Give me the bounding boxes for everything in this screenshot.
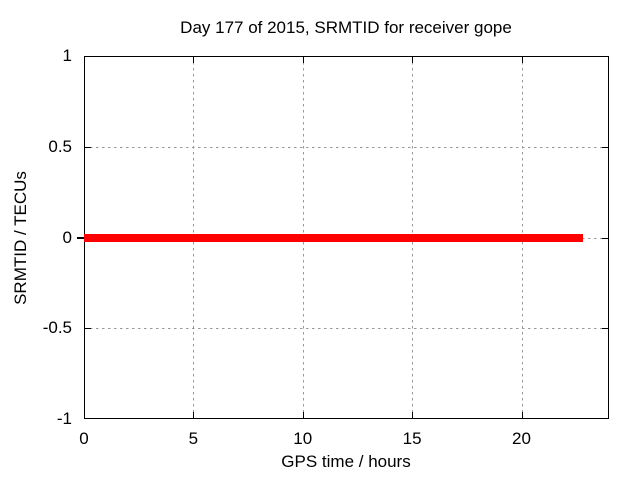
- x-tick-top: [521, 56, 523, 63]
- y-tick-label: 0: [62, 227, 72, 247]
- y-tick-left: [84, 146, 91, 148]
- x-tick-top: [302, 56, 304, 63]
- x-tick-top: [193, 56, 195, 63]
- x-tick-top: [412, 56, 414, 63]
- y-tick-label: -0.5: [42, 318, 72, 338]
- x-tick-label: 10: [293, 429, 313, 448]
- y-tick-right: [602, 146, 609, 148]
- y-tick-label: -1: [56, 409, 72, 428]
- x-tick-bottom: [521, 412, 523, 419]
- x-tick-label: 5: [188, 429, 199, 448]
- x-tick-label: 20: [512, 429, 531, 448]
- chart-title: Day 177 of 2015, SRMTID for receiver gop…: [180, 18, 512, 37]
- y-tick-left: [84, 328, 91, 330]
- y-tick-right: [602, 237, 609, 239]
- y-tick-label: 1: [62, 46, 72, 65]
- x-tick-bottom: [302, 412, 304, 419]
- x-tick-bottom: [412, 412, 414, 419]
- y-gridline: [84, 146, 609, 148]
- y-zero-outer-tick: [77, 236, 84, 239]
- y-gridline: [84, 328, 609, 330]
- x-axis-label: GPS time / hours: [281, 452, 411, 471]
- y-tick-right: [602, 328, 609, 330]
- series-line-srmtid: [84, 233, 583, 242]
- y-tick-label: 0.5: [48, 136, 72, 156]
- x-tick-label: 0: [79, 429, 89, 448]
- x-tick-bottom: [193, 412, 195, 419]
- x-tick-label: 15: [402, 429, 422, 448]
